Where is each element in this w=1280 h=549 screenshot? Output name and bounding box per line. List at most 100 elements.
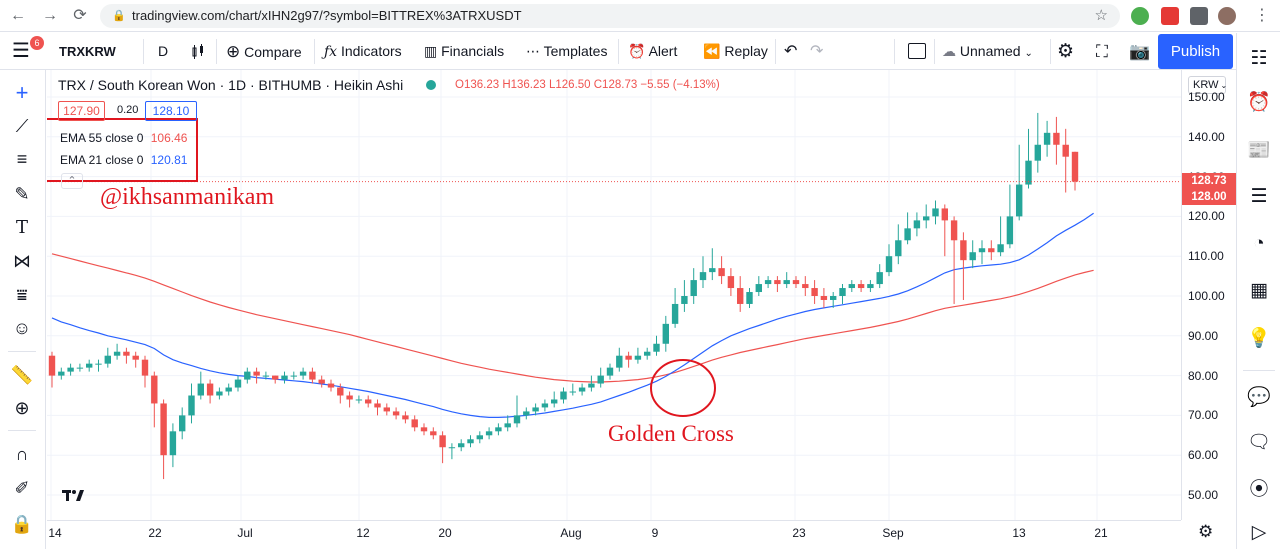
undo-icon[interactable]: ↶ xyxy=(784,43,798,60)
gear-icon[interactable]: ⚙ xyxy=(1198,522,1214,541)
candle xyxy=(783,280,790,285)
messages-icon[interactable]: 🗨 xyxy=(1246,432,1272,453)
lock-icon[interactable]: 🔒 xyxy=(10,514,34,534)
magnet-icon[interactable]: ∩ xyxy=(15,444,29,464)
redo-icon[interactable]: ↷ xyxy=(810,43,824,60)
lightbulb-icon[interactable]: 💡 xyxy=(1247,328,1271,349)
price-tick-label: 120.00 xyxy=(1188,209,1225,224)
candle xyxy=(281,375,288,380)
publish-button[interactable]: Publish xyxy=(1158,34,1233,69)
compare-button[interactable]: ⊕ Compare xyxy=(226,42,302,61)
browser-bar: ← → ⟳ 🔒 tradingview.com/chart/xIHN2g97/?… xyxy=(0,0,1280,32)
symbol-search[interactable]: TRXKRW xyxy=(59,44,116,59)
candle xyxy=(430,431,437,436)
ema55-legend[interactable]: EMA 55 close 0 106.46 xyxy=(60,131,187,145)
interval-button[interactable]: D xyxy=(158,43,169,59)
candle xyxy=(606,367,614,376)
ema21-label: EMA 21 close 0 xyxy=(60,153,144,167)
chart-title[interactable]: TRX / South Korean Won · 1D · BITHUMB · … xyxy=(58,77,404,93)
candle xyxy=(932,208,939,217)
layout-name-button[interactable]: ☁ Unnamed ⌄ xyxy=(942,43,1033,59)
chat-icon[interactable]: 💬 xyxy=(1247,387,1271,408)
market-status-icon xyxy=(426,80,436,90)
financials-button[interactable]: ▥ Financials xyxy=(424,43,505,59)
candle xyxy=(941,208,948,221)
candle xyxy=(383,407,390,412)
candle xyxy=(1071,151,1079,182)
streams-icon[interactable]: ⦿ xyxy=(1249,479,1269,500)
main-menu-icon[interactable]: ☰ xyxy=(12,40,30,62)
ohlc-values: O136.23 H136.23 L126.50 C128.73 −5.55 (−… xyxy=(455,79,720,91)
time-tick-label: 12 xyxy=(356,526,370,540)
prediction-icon[interactable]: ⩸ xyxy=(16,285,28,305)
tradingview-logo-icon[interactable] xyxy=(62,488,86,508)
layout-select-icon[interactable] xyxy=(908,43,926,59)
candle xyxy=(513,415,521,424)
ema21-legend[interactable]: EMA 21 close 0 120.81 xyxy=(60,153,187,167)
candle xyxy=(625,355,632,360)
notes-icon[interactable]: ☰ xyxy=(1250,186,1268,207)
candle xyxy=(113,351,121,356)
templates-button[interactable]: ⋯ Templates xyxy=(526,43,608,59)
extension-globe-icon[interactable] xyxy=(1131,7,1149,25)
emoji-icon[interactable]: ☺ xyxy=(12,318,32,338)
cloud-icon: ☁ xyxy=(942,43,956,59)
bookmark-star-icon[interactable]: ☆ xyxy=(1094,7,1108,24)
candle xyxy=(169,431,177,456)
candle xyxy=(374,403,381,408)
candle xyxy=(960,240,967,261)
candle xyxy=(671,303,679,324)
watchlist-icon[interactable]: ☷ xyxy=(1250,48,1268,69)
chart-type-icon[interactable] xyxy=(190,33,206,70)
text-tool-icon[interactable]: T xyxy=(15,217,28,238)
fib-retracement-icon[interactable]: ≡ xyxy=(16,149,28,169)
news-icon[interactable]: 📰 xyxy=(1247,140,1271,161)
price-tick-label: 80.00 xyxy=(1188,368,1219,383)
more-menu-icon[interactable]: ⋮ xyxy=(1254,7,1270,24)
buy-price-box[interactable]: 128.10 xyxy=(145,101,197,121)
help-icon[interactable]: ▷ xyxy=(1251,522,1267,543)
trend-line-icon[interactable]: ⟋ xyxy=(15,116,29,136)
alarm-clock-icon[interactable]: ⏰ xyxy=(1247,92,1271,113)
crosshair-icon[interactable]: + xyxy=(15,80,29,105)
alert-button[interactable]: ⏰ Alert xyxy=(628,43,678,59)
extension-pdf-icon[interactable] xyxy=(1161,7,1179,25)
back-icon[interactable]: ← xyxy=(10,7,26,24)
candle xyxy=(439,435,446,448)
fullscreen-icon[interactable]: ⛶ xyxy=(1096,42,1108,61)
ruler-icon[interactable]: 📏 xyxy=(10,365,34,385)
gear-icon[interactable]: ⚙ xyxy=(1057,41,1075,62)
brush-icon[interactable]: ✎ xyxy=(14,184,30,204)
candle xyxy=(206,383,214,396)
chart-pane[interactable] xyxy=(47,70,1181,520)
candle xyxy=(309,371,316,380)
candle xyxy=(337,387,344,396)
indicators-button[interactable]: ƒx Indicators xyxy=(324,43,402,60)
pie-chart-icon[interactable]: ◔ xyxy=(1253,233,1265,254)
zoom-in-icon[interactable]: ⊕ xyxy=(14,398,30,418)
candle xyxy=(1025,160,1032,185)
pattern-icon[interactable]: ⋈ xyxy=(13,251,31,271)
lock-drawing-icon[interactable]: ✐ xyxy=(14,478,30,498)
sell-price-box[interactable]: 127.90 xyxy=(58,101,105,121)
currency-select[interactable]: KRW ⌄ xyxy=(1188,76,1227,94)
collapse-legend-icon[interactable]: ⌃ xyxy=(61,173,83,189)
replay-button[interactable]: ⏪ Replay xyxy=(703,43,768,59)
price-axis[interactable]: KRW⌄ 150.00140.00130.00120.00110.00100.0… xyxy=(1181,70,1236,520)
candle xyxy=(1006,216,1014,245)
avatar[interactable] xyxy=(1218,7,1236,25)
ema55-label: EMA 55 close 0 xyxy=(60,131,144,145)
camera-icon[interactable]: 📷 xyxy=(1129,42,1151,61)
forward-icon[interactable]: → xyxy=(42,7,58,24)
time-axis[interactable]: 14 22 Jul 12 20 Aug 9 23 Sep 13 21 xyxy=(47,520,1181,549)
candle xyxy=(458,443,465,448)
calendar-icon[interactable]: ▦ xyxy=(1250,280,1268,301)
drawing-toolbar: + ⟋ ≡ ✎ T ⋈ ⩸ ☺ 📏 ⊕ ∩ ✐ 🔒 xyxy=(0,70,46,549)
candle xyxy=(644,351,651,356)
extension-puzzle-icon[interactable] xyxy=(1190,7,1208,25)
candle xyxy=(67,367,74,372)
candle xyxy=(485,431,493,436)
reload-icon[interactable]: ⟳ xyxy=(73,7,87,24)
price-tick-label: 150.00 xyxy=(1188,90,1225,104)
address-bar[interactable]: 🔒 tradingview.com/chart/xIHN2g97/?symbol… xyxy=(100,4,1120,28)
